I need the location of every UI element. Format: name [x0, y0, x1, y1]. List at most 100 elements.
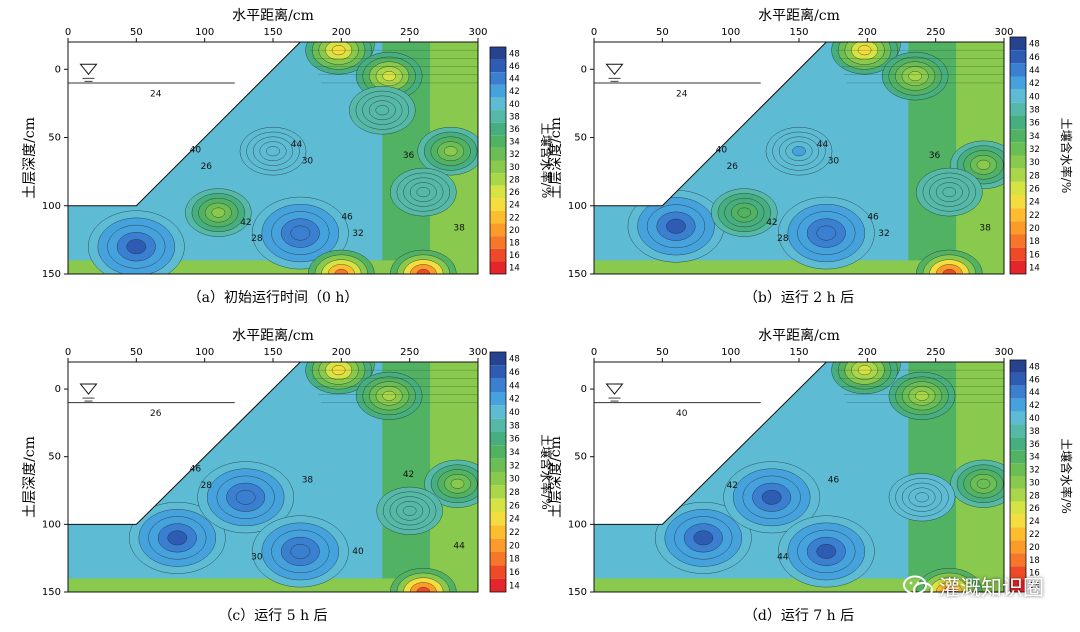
y-tick-label: 0: [55, 64, 61, 75]
colorbar-tick-label: 32: [509, 461, 520, 471]
colorbar-tick-label: 36: [1029, 119, 1040, 129]
colorbar-cell: [490, 365, 506, 379]
colorbar-tick-label: 22: [509, 213, 520, 223]
x-tick-label: 0: [591, 347, 597, 358]
colorbar-cell: [1010, 37, 1026, 51]
colorbar-cell: [1010, 579, 1026, 592]
water-table-icon: [79, 63, 98, 76]
panel-caption: （a）初始运行时间（0 h）: [188, 289, 359, 306]
colorbar-cell: [1010, 116, 1026, 130]
x-axis-title: 水平距离/cm: [232, 7, 314, 24]
colorbar-cell: [490, 378, 506, 392]
watermark-text: 灌溉知识圈: [939, 576, 1044, 600]
x-tick-label: 300: [468, 347, 487, 358]
colorbar-cell: [1010, 385, 1026, 399]
contour-label: 46: [867, 212, 879, 222]
contour-label: 32: [352, 229, 363, 239]
colorbar-cell: [490, 248, 506, 262]
moisture-feature: [382, 390, 397, 401]
contour-label: 40: [676, 409, 688, 419]
colorbar-cell: [490, 236, 506, 249]
x-axis-title: 水平距离/cm: [758, 7, 840, 24]
x-tick-label: 150: [263, 347, 282, 358]
colorbar-cell: [1010, 208, 1026, 222]
y-tick-label: 100: [42, 201, 61, 212]
moisture-feature: [290, 544, 311, 559]
y-tick-label: 150: [568, 269, 587, 280]
colorbar-tick-label: 26: [1029, 184, 1040, 194]
colorbar-cell: [1010, 63, 1026, 77]
colorbar-cell: [490, 173, 506, 186]
moisture-feature: [976, 478, 991, 489]
contour-label: 36: [403, 151, 415, 161]
y-tick-label: 0: [581, 384, 587, 395]
colorbar-cell: [490, 485, 506, 499]
moisture-feature: [450, 478, 465, 489]
contour-label: 44: [291, 140, 303, 150]
contour-label: 40: [716, 146, 728, 156]
contour-label: 26: [727, 162, 739, 172]
colorbar-cell: [1010, 463, 1026, 476]
colorbar-cell: [1010, 476, 1026, 489]
colorbar-tick-label: 40: [509, 100, 520, 110]
colorbar-tick-label: 16: [1029, 569, 1040, 579]
colorbar-cell: [1010, 168, 1026, 182]
x-tick-label: 100: [195, 347, 214, 358]
contour-label: 46: [828, 475, 840, 485]
moisture-feature: [403, 259, 444, 274]
water-table-icon: [605, 63, 624, 76]
colorbar-title: 土壤含水率/%: [1059, 438, 1074, 513]
moisture-feature: [915, 390, 929, 401]
x-tick-label: 50: [130, 347, 143, 358]
colorbar-tick-label: 40: [1029, 92, 1040, 102]
colorbar-cell: [490, 552, 506, 566]
moisture-feature: [816, 544, 837, 559]
y-tick-label: 150: [568, 587, 587, 598]
colorbar-cell: [1010, 76, 1026, 90]
colorbar-cell: [1010, 411, 1026, 425]
x-tick-label: 100: [195, 27, 214, 38]
y-tick-label: 50: [48, 452, 61, 463]
y-tick-label: 50: [48, 133, 61, 144]
moisture-feature: [375, 105, 390, 116]
colorbar-tick-label: 14: [509, 581, 520, 591]
contour-label: 30: [302, 156, 314, 166]
colorbar-cell: [490, 135, 506, 148]
contour-label: 30: [828, 156, 840, 166]
colorbar-cell: [1010, 398, 1026, 412]
colorbar-cell: [490, 392, 506, 406]
colorbar-cell: [490, 498, 506, 512]
colorbar-tick-label: 46: [1029, 375, 1040, 385]
colorbar-cell: [1010, 424, 1026, 438]
x-tick-label: 200: [858, 347, 877, 358]
colorbar-cell: [490, 512, 506, 526]
contour-label: 38: [979, 223, 991, 233]
moisture-feature: [443, 146, 458, 157]
y-tick-label: 150: [42, 269, 61, 280]
contour-label: 42: [766, 218, 777, 228]
contour-label: 24: [676, 90, 688, 100]
colorbar-cell: [1010, 540, 1026, 554]
wechat-icon: [903, 575, 933, 598]
colorbar-tick-label: 38: [509, 421, 520, 431]
colorbar-tick-label: 18: [509, 555, 520, 565]
colorbar-cell: [490, 261, 506, 274]
moisture-feature: [693, 530, 714, 546]
y-axis-title: 土层深度/cm: [548, 436, 564, 518]
colorbar-tick-label: 30: [1029, 158, 1040, 168]
y-tick-label: 150: [42, 587, 61, 598]
colorbar-cell: [1010, 501, 1026, 515]
colorbar-tick-label: 30: [509, 163, 520, 173]
x-tick-label: 0: [65, 27, 71, 38]
x-tick-label: 250: [926, 347, 945, 358]
colorbar-cell: [1010, 234, 1026, 248]
panel-caption: （c）运行 5 h 后: [218, 608, 327, 624]
colorbar-tick-label: 22: [1029, 211, 1040, 221]
colorbar-cell: [490, 525, 506, 539]
x-tick-label: 200: [332, 27, 351, 38]
colorbar-tick-label: 38: [1029, 427, 1040, 437]
colorbar-tick-label: 44: [509, 381, 520, 391]
colorbar-tick-label: 14: [509, 264, 520, 274]
contour-label: 40: [190, 146, 202, 156]
